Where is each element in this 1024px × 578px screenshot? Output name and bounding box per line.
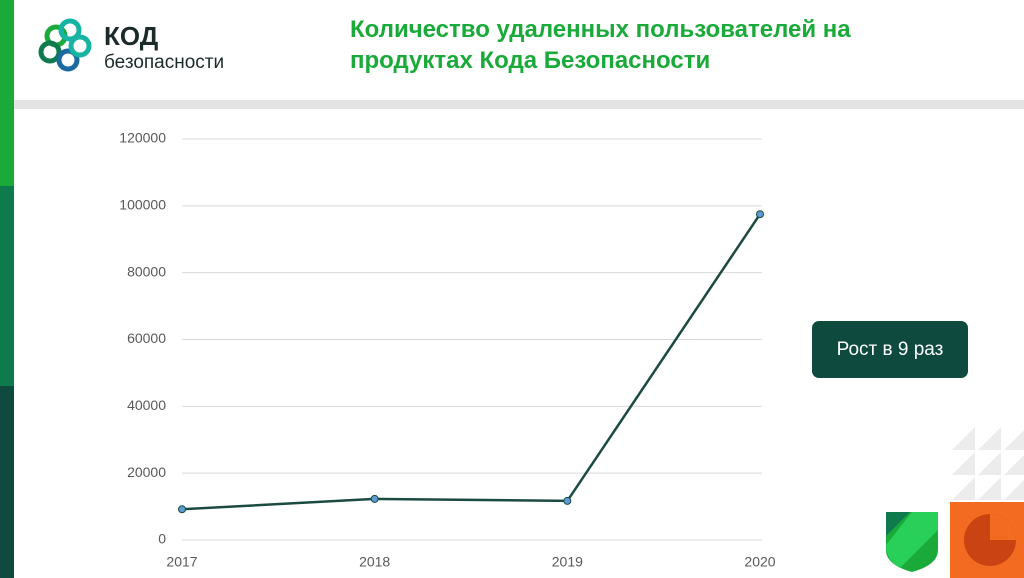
header-rule [14,100,1024,109]
y-tick-label: 80000 [127,263,166,279]
side-stripe [0,386,14,578]
annotation: Рост в 9 раз [837,339,944,360]
logo-tagline: безопасности [104,52,224,73]
x-tick-label: 2020 [744,554,775,570]
x-tick-label: 2019 [552,554,583,570]
line [181,213,762,511]
title-box: Количество удаленных пользователей на пр… [350,16,851,74]
marker [178,505,186,514]
side-stripe [0,186,14,386]
logo-mark [38,18,92,72]
logo-name: КОД [104,21,159,51]
x-tick-label: 2018 [359,554,390,570]
y-tick-label: 0 [158,531,166,547]
y-tick-label: 20000 [127,464,166,480]
side-stripe [0,0,14,186]
x-tick-label: 2017 [166,554,197,570]
annotation-box [812,321,968,378]
y-tick-label: 60000 [127,330,166,346]
marker [756,210,764,219]
decoration [886,427,1024,578]
y-tick-label: 40000 [127,397,166,413]
marker [370,494,379,503]
y-tick-label: 100000 [119,197,166,213]
chart-title: Количество удаленных пользователей на пр… [350,16,851,74]
marker [563,496,572,505]
y-tick-label: 120000 [119,130,166,146]
